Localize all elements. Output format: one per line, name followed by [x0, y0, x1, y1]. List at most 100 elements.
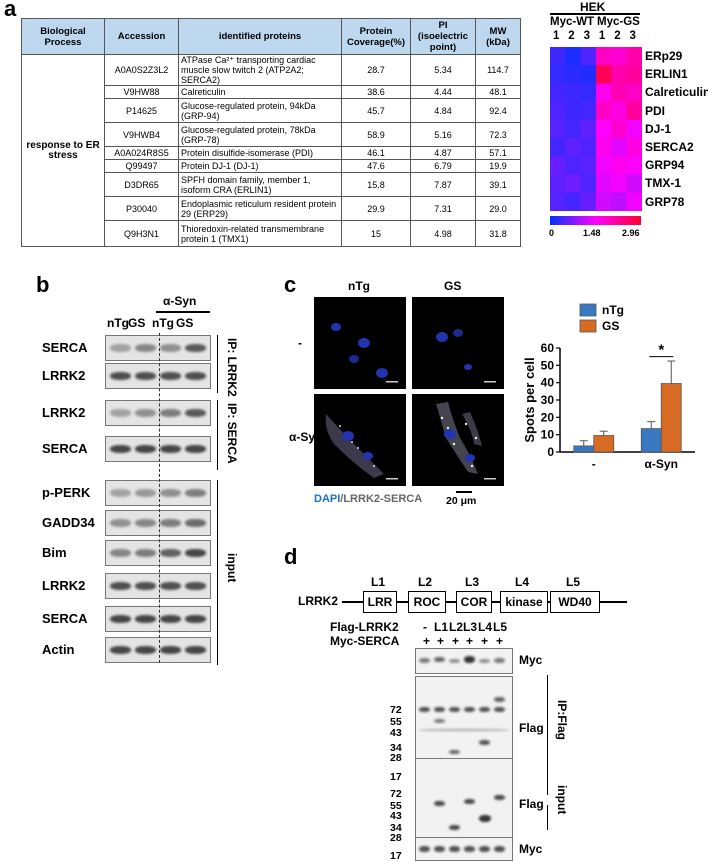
coverage-cell: 45.7: [341, 98, 411, 123]
pi-cell: 4.87: [410, 146, 476, 160]
legend-label: GS: [602, 319, 619, 333]
pi-cell: 4.44: [410, 85, 476, 99]
blot-band: [479, 707, 490, 712]
blot-band: [160, 615, 181, 623]
heatmap-cell: [611, 101, 627, 121]
blot-band: [160, 549, 181, 557]
blot-band: [185, 372, 206, 380]
blot-band: [160, 646, 181, 654]
myc-plus: +: [423, 634, 431, 648]
protein-cell: Protein disulfide-isomerase (PDI): [178, 146, 342, 160]
lane-label: nTg: [152, 316, 174, 330]
blot-band: [434, 707, 445, 712]
heatmap-cell: [580, 174, 597, 193]
heatmap-cell: [611, 156, 627, 175]
heatmap-cell: [626, 192, 642, 211]
micrograph-gs-control: [412, 297, 504, 389]
coverage-cell: 47.6: [341, 159, 411, 173]
micrograph-ntg-asyn: [314, 394, 406, 486]
blot-band: [185, 445, 206, 453]
myc-plus: +: [496, 634, 504, 648]
blot-label: Bim: [42, 545, 67, 560]
protein-cell: Endoplasmic reticulum resident protein 2…: [178, 196, 342, 221]
blot-band: [479, 815, 491, 822]
heatmap-cell: [565, 156, 581, 175]
blot-label-myc-input: Myc: [519, 842, 543, 856]
heatmap-cell: [626, 47, 642, 66]
domain-number: L4: [515, 575, 530, 589]
blot-band: [135, 409, 156, 417]
blot-strip: [105, 540, 211, 566]
y-tick-label: 0: [547, 445, 554, 459]
bar: [593, 435, 615, 453]
blot-label: LRRK2: [42, 368, 86, 383]
micrograph-ntg-control: [314, 297, 406, 389]
blot-band: [494, 707, 505, 712]
blot-strip: [105, 436, 211, 462]
stain-dapi: DAPI: [314, 493, 341, 505]
heatmap-cell: [565, 138, 581, 157]
scale-bar: [456, 491, 472, 493]
myc-plus: +: [466, 634, 474, 648]
panel-b-letter: b: [36, 272, 50, 297]
table-header: Biological Process: [21, 18, 105, 55]
domain-box: ROC: [408, 591, 446, 613]
domain-number: L2: [418, 575, 433, 589]
heatmap-cell: [626, 65, 642, 84]
myc-ip-blot: [415, 648, 513, 674]
blot-strip: [105, 335, 211, 361]
heatmap-cell: [550, 65, 566, 84]
table-row: P14625 Glucose-regulated protein, 94kDa (…: [22, 98, 521, 123]
protein-cell: Glucose-regulated protein, 94kDa (GRP-94…: [178, 98, 342, 123]
blot-band: [110, 519, 131, 527]
mw-cell: 31.8: [475, 220, 521, 247]
flag-lrrk2-label: Flag-LRRK2: [330, 620, 399, 634]
blot-strip: [105, 480, 211, 506]
accession-cell: D3DR65: [104, 172, 179, 197]
myc-input-blot: [415, 837, 513, 861]
blot-band: [434, 719, 445, 723]
mw-cell: 57.1: [475, 146, 521, 160]
process-cell: response to ER stress: [21, 54, 105, 247]
blot-band: [110, 409, 131, 417]
table-row: V9HW88 Calreticulin 38.6 4.44 48.1: [22, 85, 521, 99]
coverage-cell: 28.7: [341, 54, 411, 86]
heatmap-cell: [565, 192, 581, 211]
treatment-line: [156, 311, 210, 313]
blot-band: [110, 615, 131, 623]
blot-band: [494, 846, 505, 852]
protein-table: Biological Process Accession identified …: [21, 18, 521, 247]
protein-cell: SPFH domain family, member 1, isoform CR…: [178, 172, 342, 197]
heatmap-cell: [565, 101, 581, 121]
heatmap-row-label: PDI: [645, 103, 666, 118]
heatmap-cell: [580, 65, 597, 84]
heatmap-cell: [550, 192, 566, 211]
blot-band: [110, 549, 131, 557]
heatmap-cell: [611, 174, 627, 193]
heatmap-cell: [595, 83, 612, 102]
heatmap-cell: [611, 47, 627, 66]
table-row: D3DR65 SPFH domain family, member 1, isof…: [22, 172, 521, 197]
mw-cell: 19.9: [475, 159, 521, 173]
significance-star: *: [658, 342, 664, 359]
input-marker: 43: [390, 810, 402, 822]
mw-cell: 92.4: [475, 98, 521, 123]
blot-strip: [105, 510, 211, 536]
heatmap-cell: [550, 119, 566, 139]
heatmap-cell: [626, 101, 642, 121]
heatmap-row-label: SERCA2: [645, 140, 694, 154]
blot-band: [160, 409, 181, 417]
blot-strip: [105, 573, 211, 599]
heatmap-title: HEK: [580, 0, 606, 14]
blot-band: [135, 445, 156, 453]
heatmap-row-label: ERp29: [645, 49, 683, 63]
heatmap-lane-label: 3: [629, 30, 636, 42]
blot-band: [185, 615, 206, 623]
y-tick-label: 20: [541, 410, 555, 424]
bracket-ip-flag: [547, 675, 548, 795]
heatmap-lane-label: 2: [568, 30, 575, 42]
blot-band: [135, 519, 156, 527]
blot-band: [135, 549, 156, 557]
domain-number: L1: [371, 575, 386, 589]
flag-lane-label: L1: [434, 620, 449, 634]
